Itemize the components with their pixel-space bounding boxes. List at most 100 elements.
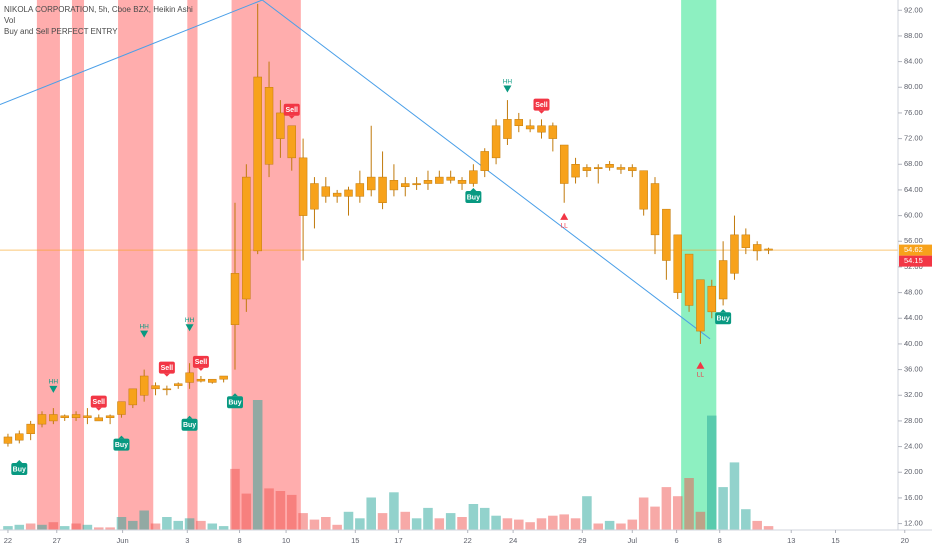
y-tick-label: 44.00: [904, 313, 923, 322]
candle-body: [457, 180, 467, 184]
volume-bar: [162, 517, 172, 530]
candle-body: [162, 388, 172, 391]
volume-bar: [604, 520, 615, 530]
signal-marker: [560, 212, 569, 220]
volume-bar: [763, 526, 774, 530]
candle-body: [446, 176, 455, 181]
candle-body: [310, 183, 319, 210]
chart-title: NIKOLA CORPORATION, 5h, Cboe BZX, Heikin…: [4, 5, 193, 14]
candle-body: [15, 433, 24, 441]
y-tick-label: 24.00: [904, 442, 923, 451]
candle-body: [514, 119, 524, 127]
x-tick-label: 10: [282, 536, 290, 545]
signal-tag: [283, 103, 300, 116]
candle-body: [571, 164, 580, 178]
volume-bar: [343, 511, 354, 530]
signal-label: Sell: [286, 107, 299, 114]
candle-body: [117, 401, 126, 415]
volume-bar: [309, 519, 320, 530]
time-axis-bg: [0, 530, 932, 550]
volume-bar: [638, 497, 649, 530]
signal-label: Sell: [535, 102, 548, 109]
x-tick-label: 8: [718, 536, 722, 545]
candle-body: [37, 414, 47, 425]
volume-bar: [139, 510, 149, 530]
volume-bar: [479, 507, 490, 530]
volume-bar: [105, 527, 115, 530]
volume-bar: [559, 514, 569, 530]
volume-bar: [718, 487, 728, 530]
candle-body: [469, 170, 478, 184]
volume-bar: [593, 523, 604, 530]
price-layer: Buy Buy Buy Buy Buy Buy Sell Sell Sell Sell Sell HH…: [0, 0, 898, 476]
signal-label: Buy: [183, 422, 196, 429]
candle-body: [298, 157, 308, 216]
volume-bar: [207, 523, 218, 530]
y-tick-label: 12.00: [904, 519, 923, 528]
volume-bar: [377, 513, 388, 530]
candle-body: [344, 189, 353, 197]
volume-bar: [116, 517, 127, 530]
signal-tag-pointer: [16, 460, 23, 464]
candle-body: [650, 183, 660, 236]
candle-body: [83, 415, 92, 418]
signal-band: [187, 0, 198, 530]
x-tick-label: 24: [509, 536, 517, 545]
signal-marker: [140, 330, 149, 338]
x-tick-label: Jul: [628, 536, 638, 545]
signal-marker: [503, 85, 512, 93]
signal-tag: [465, 190, 482, 203]
volume-bar: [128, 520, 138, 530]
signal-tag-pointer: [470, 187, 477, 191]
candle-body: [594, 167, 603, 170]
price-axis-bg: [898, 0, 932, 550]
zigzag-line: [0, 0, 711, 340]
volume-bar: [570, 518, 581, 530]
candle-body: [616, 167, 626, 170]
candle-body: [673, 234, 682, 293]
volume-bar: [241, 493, 252, 530]
price-label-bg: [899, 244, 932, 256]
candle-body: [684, 253, 694, 306]
volume-bar: [230, 468, 240, 530]
volume-bar: [582, 496, 592, 530]
signal-tag: [11, 463, 28, 476]
background-layer: [36, 0, 717, 530]
signal-band: [231, 0, 301, 530]
volume-bar: [445, 513, 456, 530]
candle-body: [332, 192, 342, 197]
volume-bar: [548, 515, 558, 530]
y-tick-label: 16.00: [904, 493, 923, 502]
candle-body: [208, 378, 217, 383]
signal-label: LL: [697, 371, 705, 378]
volume-bar: [525, 522, 535, 530]
signal-tag-pointer: [197, 367, 204, 371]
volume-bar: [661, 487, 672, 530]
x-tick-label: 15: [831, 536, 839, 545]
volume-bar: [59, 526, 70, 530]
volume-bar: [173, 520, 183, 530]
x-tick-label: 20: [901, 536, 909, 545]
signal-tag: [158, 361, 175, 374]
candle-body: [435, 176, 444, 184]
signal-tag-pointer: [288, 115, 295, 119]
volume-bar: [468, 504, 479, 530]
candle-body: [242, 176, 251, 300]
price-label: 54.62: [904, 245, 923, 254]
volume-bar: [355, 518, 365, 530]
volume-bar: [684, 478, 694, 530]
signal-marker: [49, 385, 58, 393]
signal-tag-pointer: [231, 393, 238, 397]
candle-body: [105, 415, 115, 418]
candle-body: [230, 273, 240, 325]
volume-bar: [741, 509, 751, 530]
volume-bar: [707, 415, 717, 530]
candle-body: [662, 208, 671, 261]
volume-title: Vol: [4, 16, 15, 25]
y-tick-label: 92.00: [904, 5, 923, 14]
signal-label: Buy: [228, 400, 241, 407]
candle-body: [707, 285, 716, 313]
x-tick-label: 22: [4, 536, 12, 545]
candle-body: [639, 170, 648, 210]
signal-label: HH: [49, 379, 59, 386]
